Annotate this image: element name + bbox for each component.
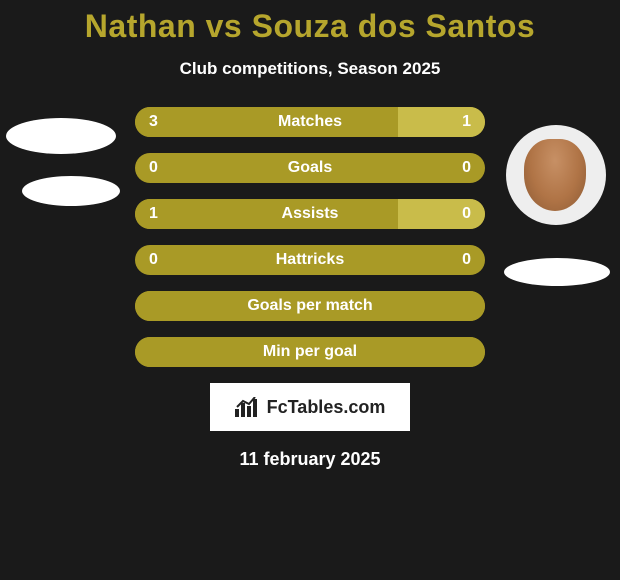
branding-badge: FcTables.com [210,383,410,431]
decorative-ellipse [22,176,120,206]
stat-value-right: 0 [462,251,471,269]
stat-value-right: 0 [462,159,471,177]
stat-bar-left [135,107,398,137]
stat-value-left: 0 [149,159,158,177]
stat-row: Hattricks 0 0 [135,245,485,275]
stat-value-left: 3 [149,113,158,131]
stat-value-left: 1 [149,205,158,223]
stat-label: Min per goal [263,343,357,361]
stat-bar-left [135,199,398,229]
stat-value-left: 0 [149,251,158,269]
stat-label: Goals [288,159,332,177]
stat-label: Goals per match [247,297,372,315]
stat-label: Matches [278,113,342,131]
footer-date: 11 february 2025 [0,449,620,470]
branding-text: FcTables.com [267,397,386,418]
stat-label: Hattricks [276,251,344,269]
stat-row: Goals 0 0 [135,153,485,183]
decorative-ellipse [6,118,116,154]
stat-label: Assists [282,205,339,223]
page-title: Nathan vs Souza dos Santos [0,8,620,45]
stat-bar-right [398,199,486,229]
avatar-player-right [506,125,606,225]
stat-row: Matches 3 1 [135,107,485,137]
stat-value-right: 0 [462,205,471,223]
stat-row: Min per goal [135,337,485,367]
decorative-ellipse [504,258,610,286]
fctables-logo-icon [235,397,259,417]
comparison-card: Nathan vs Souza dos Santos Club competit… [0,0,620,580]
stats-list: Matches31Goals00Assists10Hattricks00Goal… [135,107,485,367]
stat-row: Assists 1 0 [135,199,485,229]
stat-bar-right [398,107,486,137]
stat-value-right: 1 [462,113,471,131]
subtitle: Club competitions, Season 2025 [0,59,620,79]
stat-row: Goals per match [135,291,485,321]
